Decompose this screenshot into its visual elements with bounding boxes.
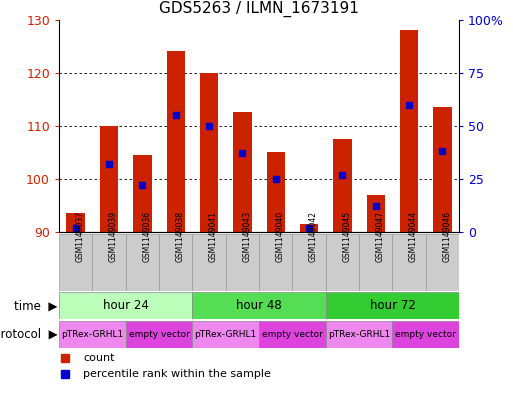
Text: GSM1149042: GSM1149042 [309, 211, 318, 262]
Text: time  ▶: time ▶ [14, 299, 57, 312]
Bar [192, 234, 226, 291]
Title: GDS5263 / ILMN_1673191: GDS5263 / ILMN_1673191 [159, 1, 359, 17]
Text: pTRex-GRHL1: pTRex-GRHL1 [328, 330, 390, 339]
Text: empty vector: empty vector [262, 330, 323, 339]
Text: GSM1149036: GSM1149036 [143, 211, 151, 262]
Bar [233, 112, 251, 232]
Bar [133, 155, 151, 232]
Text: GSM1149046: GSM1149046 [442, 211, 451, 262]
Bar [192, 292, 326, 319]
Bar [59, 321, 126, 348]
Bar [192, 321, 259, 348]
Text: hour 48: hour 48 [236, 299, 282, 312]
Text: GSM1149040: GSM1149040 [276, 211, 285, 262]
Bar [92, 234, 126, 291]
Text: GSM1149041: GSM1149041 [209, 211, 218, 262]
Bar [326, 321, 392, 348]
Bar [100, 126, 118, 232]
Text: GSM1149039: GSM1149039 [109, 211, 118, 262]
Bar [359, 234, 392, 291]
Bar [259, 321, 326, 348]
Bar [326, 292, 459, 319]
Bar [300, 224, 318, 232]
Bar [400, 30, 418, 232]
Bar [367, 195, 385, 232]
Bar [200, 73, 218, 232]
Text: count: count [83, 353, 114, 363]
Text: hour 72: hour 72 [369, 299, 416, 312]
Bar [333, 139, 351, 232]
Bar [67, 213, 85, 232]
Bar [59, 234, 92, 291]
Text: GSM1149047: GSM1149047 [376, 211, 385, 262]
Bar [433, 107, 451, 232]
Bar [59, 292, 192, 319]
Bar [292, 234, 326, 291]
Text: pTRex-GRHL1: pTRex-GRHL1 [61, 330, 124, 339]
Bar [126, 234, 159, 291]
Bar [126, 321, 192, 348]
Bar [159, 234, 192, 291]
Bar [426, 234, 459, 291]
Text: pTRex-GRHL1: pTRex-GRHL1 [194, 330, 257, 339]
Text: GSM1149038: GSM1149038 [175, 211, 185, 262]
Text: GSM1149043: GSM1149043 [242, 211, 251, 262]
Bar [326, 234, 359, 291]
Text: GSM1149045: GSM1149045 [343, 211, 351, 262]
Text: percentile rank within the sample: percentile rank within the sample [83, 369, 271, 379]
Text: GSM1149044: GSM1149044 [409, 211, 418, 262]
Bar [392, 321, 459, 348]
Bar [267, 152, 285, 232]
Text: hour 24: hour 24 [103, 299, 149, 312]
Text: GSM1149037: GSM1149037 [76, 211, 85, 262]
Text: empty vector: empty vector [396, 330, 456, 339]
Text: protocol  ▶: protocol ▶ [0, 328, 57, 341]
Bar [167, 51, 185, 232]
Bar [226, 234, 259, 291]
Text: empty vector: empty vector [129, 330, 189, 339]
Bar [392, 234, 426, 291]
Bar [259, 234, 292, 291]
